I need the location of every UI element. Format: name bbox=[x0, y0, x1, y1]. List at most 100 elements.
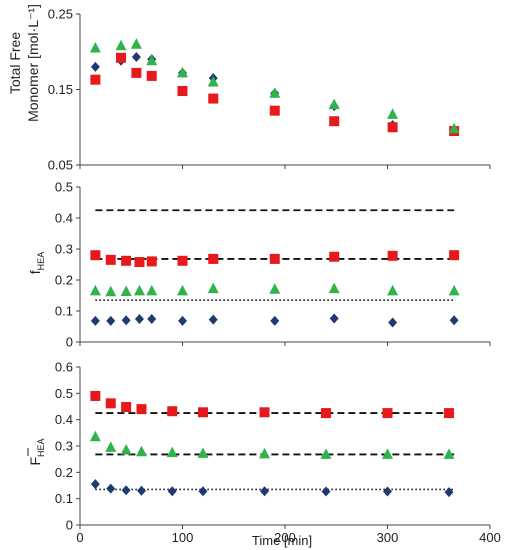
panel-cumulative-f-hea: FHEA 0 0.1 0.2 0.3 0.4 0.5 0.6 bbox=[27, 360, 491, 533]
bottom-triangle-point bbox=[136, 445, 147, 457]
middle-triangle-point bbox=[328, 282, 340, 294]
middle-y-tick-label: 0.3 bbox=[55, 242, 73, 257]
top-square-point bbox=[177, 86, 188, 97]
bottom-y-tick-label: 0.4 bbox=[55, 412, 73, 427]
bottom-triangle-point bbox=[197, 447, 209, 458]
x-tick-labels: 0 100 200 300 400 bbox=[76, 530, 500, 545]
top-diamond-point bbox=[131, 52, 141, 63]
middle-diamond-point bbox=[329, 313, 339, 324]
middle-square-point bbox=[387, 250, 398, 261]
top-triangle-point bbox=[177, 66, 188, 78]
middle-square-point bbox=[134, 257, 145, 268]
top-triangle-point bbox=[130, 38, 142, 49]
middle-square-point bbox=[269, 253, 280, 264]
top-triangle-point bbox=[89, 41, 101, 53]
bottom-diamond-point bbox=[198, 486, 208, 497]
middle-square-point bbox=[449, 250, 460, 261]
middle-triangle-point bbox=[133, 284, 145, 296]
bottom-square-point bbox=[121, 402, 132, 413]
middle-ylabel: fHEA bbox=[27, 252, 46, 274]
bottom-diamond-point bbox=[383, 486, 392, 497]
bottom-square-point bbox=[90, 390, 101, 401]
x-tick-label: 300 bbox=[377, 530, 399, 545]
x-tick-label: 100 bbox=[172, 530, 194, 545]
bottom-ylabel: FHEA bbox=[27, 438, 46, 465]
x-tick-label: 400 bbox=[479, 530, 501, 545]
top-square-point bbox=[329, 116, 340, 127]
bottom-triangle-point bbox=[443, 448, 455, 459]
bottom-square-point bbox=[444, 408, 454, 419]
top-y-tick-label: 0.05 bbox=[48, 158, 73, 173]
top-square-point bbox=[90, 74, 101, 85]
bottom-diamond-point bbox=[321, 486, 331, 497]
middle-triangle-point bbox=[146, 284, 158, 296]
top-y-tick-label: 0.15 bbox=[48, 82, 73, 97]
middle-triangle-point bbox=[269, 283, 281, 294]
middle-square-point bbox=[90, 250, 101, 261]
x-axis-label: Time [min] bbox=[252, 533, 312, 548]
x-tick-label: 200 bbox=[274, 530, 296, 545]
middle-triangle-point bbox=[105, 285, 117, 297]
top-square-point bbox=[131, 67, 142, 78]
bottom-y-tick-label: 0.3 bbox=[55, 439, 73, 454]
middle-square-point bbox=[105, 254, 116, 265]
bottom-ylabel-main: F bbox=[27, 457, 43, 466]
bottom-y-tick-label: 0.1 bbox=[55, 491, 73, 506]
middle-triangle-point bbox=[177, 284, 188, 296]
top-triangle-point bbox=[115, 39, 127, 51]
bottom-square-point bbox=[321, 408, 331, 419]
top-y-tick-label: 0.25 bbox=[48, 7, 73, 22]
middle-y-tick-label: 0 bbox=[66, 335, 73, 350]
middle-square-point bbox=[208, 253, 219, 264]
middle-ylabel-main: f bbox=[27, 270, 43, 274]
top-square-point bbox=[208, 93, 219, 104]
middle-diamond-point bbox=[106, 315, 116, 326]
bottom-square-point bbox=[198, 407, 208, 418]
top-square-point bbox=[116, 52, 126, 63]
bottom-diamond-point bbox=[137, 485, 146, 496]
middle-triangle-point bbox=[387, 284, 399, 296]
bottom-diamond-point bbox=[444, 487, 454, 498]
top-square-point bbox=[146, 70, 157, 81]
middle-square-point bbox=[177, 255, 188, 266]
top-triangle-point bbox=[448, 122, 460, 134]
top-ylabel-line2: Monomer [mol·L⁻¹] bbox=[25, 4, 41, 122]
top-triangle-point bbox=[207, 75, 219, 87]
bottom-diamond-point bbox=[167, 486, 177, 497]
bottom-ylabel-sub: HEA bbox=[36, 438, 46, 457]
bottom-square-point bbox=[105, 398, 116, 409]
top-triangle-point bbox=[146, 54, 158, 66]
middle-diamond-point bbox=[208, 314, 218, 325]
middle-triangle-point bbox=[89, 284, 101, 296]
bottom-diamond-point bbox=[106, 483, 116, 494]
bottom-triangle-point bbox=[105, 441, 117, 452]
bottom-square-point bbox=[167, 406, 178, 417]
middle-square-point bbox=[329, 251, 340, 262]
middle-y-tick-label: 0.2 bbox=[55, 273, 73, 288]
middle-square-point bbox=[146, 256, 157, 267]
top-square-point bbox=[269, 105, 280, 116]
middle-diamond-point bbox=[121, 315, 131, 326]
bottom-square-point bbox=[382, 408, 393, 419]
top-triangle-point bbox=[328, 98, 340, 110]
middle-diamond-point bbox=[270, 315, 280, 326]
bottom-y-tick-label: 0.5 bbox=[55, 386, 73, 401]
middle-triangle-point bbox=[120, 285, 132, 296]
bottom-y-tick-label: 0.2 bbox=[55, 465, 73, 480]
top-diamond-point bbox=[90, 61, 100, 72]
middle-y-tick-label: 0.5 bbox=[55, 180, 73, 195]
middle-diamond-point bbox=[388, 317, 398, 328]
bottom-diamond-point bbox=[90, 479, 100, 490]
middle-triangle-point bbox=[448, 284, 460, 296]
top-triangle-point bbox=[387, 108, 399, 119]
middle-square-point bbox=[121, 255, 132, 266]
bottom-triangle-point bbox=[120, 443, 132, 455]
panel-f-hea: fHEA 0 0.1 0.2 0.3 0.4 0.5 bbox=[27, 180, 491, 350]
top-triangle-point bbox=[269, 87, 281, 98]
bottom-triangle-point bbox=[89, 430, 101, 442]
middle-diamond-point bbox=[90, 315, 100, 326]
bottom-y-tick-label: 0.6 bbox=[55, 360, 73, 375]
middle-diamond-point bbox=[147, 314, 157, 325]
middle-diamond-point bbox=[178, 315, 187, 326]
bottom-square-point bbox=[136, 404, 147, 415]
